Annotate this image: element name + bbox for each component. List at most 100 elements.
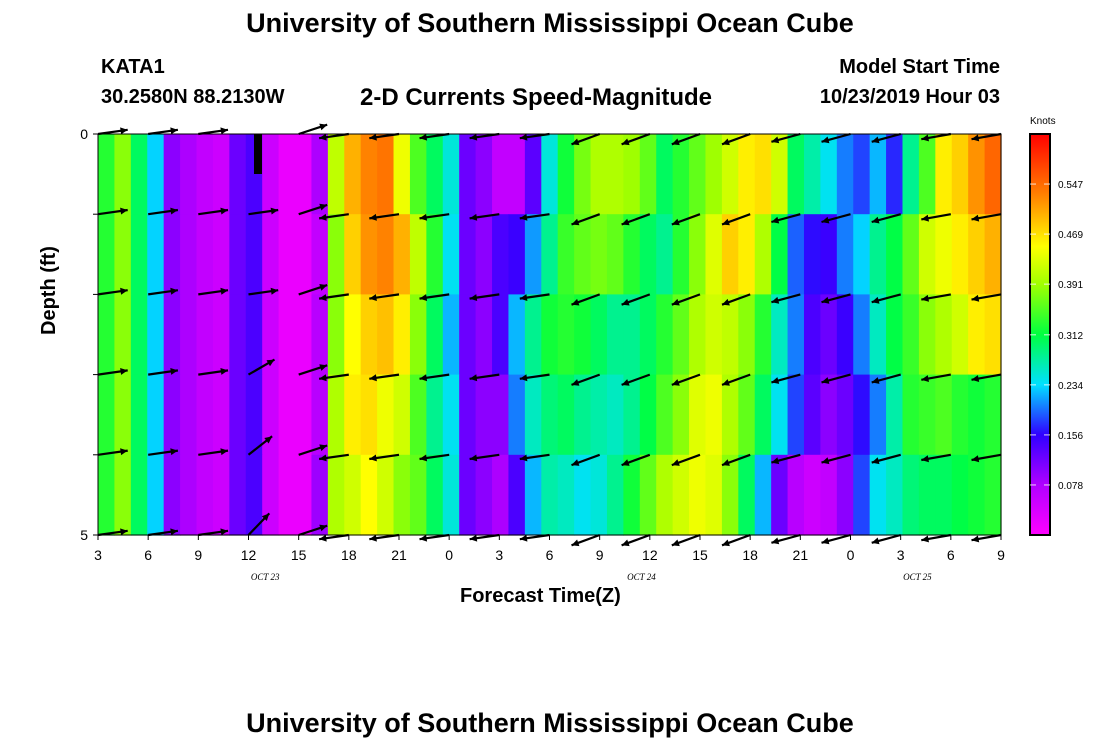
current-arrowhead [469,213,478,221]
colorbar-tick-label: 0.234 [1058,381,1083,392]
date-label: OCT 23 [251,572,280,582]
page-title: University of Southern Mississippi Ocean… [246,8,854,38]
colorbar-tick-label: 0.391 [1058,280,1083,291]
heatmap-cell [574,374,592,456]
heatmap-cell [311,454,329,536]
heatmap-cell [886,454,904,536]
chart-subtitle: 2-D Currents Speed-Magnitude [360,84,713,111]
heatmap-cell [311,134,329,215]
current-arrowhead [264,436,273,444]
heatmap-cell [377,214,395,295]
current-arrowhead [671,138,680,146]
heatmap-cell [180,214,198,295]
colorbar-ticks: 0.078 0.156 0.234 0.312 0.391 0.469 0.547 [1030,180,1083,492]
heatmap-cell [590,214,608,295]
heatmap-cell [212,294,230,376]
heatmap-cell [639,374,657,456]
heatmap-cell [656,134,674,215]
heatmap-cell [377,134,395,215]
heatmap-cell [459,134,477,215]
heatmap-cell [360,134,378,215]
heatmap-cell [98,454,116,536]
current-arrowhead [771,136,780,144]
heatmap-cell [787,214,805,295]
heatmap-cell [278,214,296,295]
heatmap-cell [475,134,493,215]
current-arrowhead [319,123,328,131]
heatmap-cell [721,294,739,376]
heatmap-cell [442,294,460,376]
current-arrowhead [120,127,128,135]
current-arrowhead [220,207,229,215]
current-arrowhead [821,216,830,224]
heatmap-cell [771,214,789,295]
heatmap-cell [130,454,148,536]
heatmap-cell [278,134,296,215]
heatmap-cell [278,454,296,536]
current-arrowhead [120,368,128,375]
x-tick-label: 21 [793,547,809,563]
heatmap-cell [803,134,821,215]
heatmap-cell [245,454,263,536]
heatmap-cell [147,214,165,295]
heatmap-cell [754,134,772,215]
x-tick-label: 15 [692,547,708,563]
model-start-label: Model Start Time [839,56,1000,78]
heatmap-cell [295,214,313,295]
heatmap-cell [212,134,230,215]
heatmap-cell [853,214,871,295]
current-arrowhead [621,218,630,226]
heatmap-cell [311,374,329,456]
heatmap-cell [820,214,838,295]
x-tick-label: 6 [947,547,955,563]
current-arrowhead [369,133,377,141]
axes: 3 6 9 12 15 18 21 0 3 6 9 12 15 18 21 0 3 6 9 0 5 OCT 23 OCT 2… [80,126,1005,582]
heatmap-cell [886,294,904,376]
current-arrowhead [519,133,528,141]
heatmap-cell [245,294,263,376]
heatmap-cell [721,374,739,456]
heatmap-cell [327,134,345,215]
heatmap-cell [754,454,772,536]
heatmap-cell [820,374,838,456]
heatmap-cell [196,214,214,295]
heatmap-cell [196,374,214,456]
current-arrowhead [170,368,178,375]
heatmap-cell [869,294,887,376]
current-arrowhead [921,294,929,302]
heatmap-cell [787,134,805,215]
heatmap-cell [738,134,756,215]
heatmap-cell [130,374,148,456]
current-arrowhead [971,294,980,302]
heatmap-cell [590,374,608,456]
heatmap-cell [492,374,510,456]
current-arrowhead [971,535,980,543]
heatmap-cell [853,454,871,536]
heatmap-cell [886,134,904,215]
heatmap-cell [557,454,575,536]
heatmap-cell [459,374,477,456]
current-arrowhead [871,457,880,465]
heatmap-cell [327,374,345,456]
heatmap-cell [639,454,657,536]
heatmap-cell [836,294,854,376]
heatmap-cell [721,214,739,295]
heatmap-cell [344,134,362,215]
heatmap-cell [147,294,165,376]
current-arrowhead [469,534,478,542]
heatmap-cell [426,134,444,215]
heatmap-cell [918,374,936,456]
heatmap-cell [738,214,756,295]
heatmap-cell [229,214,247,295]
heatmap-cell [114,294,132,376]
colorbar-title: Knots [1030,116,1056,127]
current-arrowhead [621,298,630,306]
y-tick-label: 0 [80,126,88,142]
heatmap-cell [984,374,1002,456]
heatmap-cell [524,454,542,536]
heatmap-cell [935,134,953,215]
current-arrowhead [319,213,327,221]
current-arrowhead [419,454,428,462]
heatmap-cell [836,134,854,215]
date-label: OCT 24 [627,572,656,582]
